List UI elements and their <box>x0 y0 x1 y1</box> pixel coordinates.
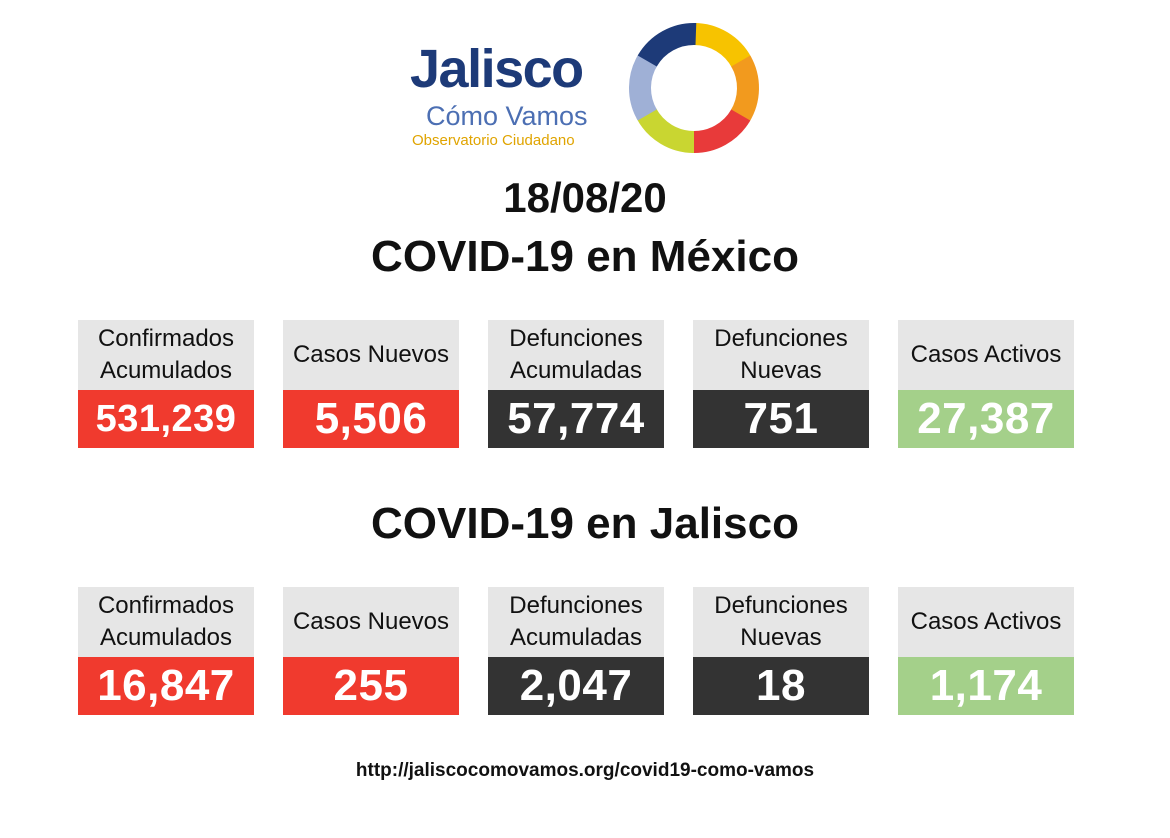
jalisco-como-vamos-logo: Jalisco Cómo Vamos Observatorio Ciudadan… <box>404 18 774 160</box>
logo-ring-segment <box>636 107 695 153</box>
mexico-confirmados-acumulados-card: Confirmados Acumulados 531,239 <box>78 320 254 448</box>
card-label-line: Casos Nuevos <box>292 608 450 635</box>
card-label-line: Defunciones <box>714 592 848 619</box>
jalisco-casos-nuevos-card: Casos Nuevos 255 <box>283 587 459 715</box>
card-label: Confirmados Acumulados <box>78 587 254 657</box>
card-label-line: Defunciones <box>509 592 643 619</box>
mexico-defunciones-acumuladas-card: Defunciones Acumuladas 57,774 <box>488 320 664 448</box>
card-label-line: Defunciones <box>509 325 643 352</box>
card-label: Casos Nuevos <box>283 587 459 657</box>
mexico-casos-nuevos-card: Casos Nuevos 5,506 <box>283 320 459 448</box>
footer-url-link[interactable]: http://jaliscocomovamos.org/covid19-como… <box>355 760 815 781</box>
card-label: Casos Nuevos <box>283 320 459 390</box>
report-date: 18/08/20 <box>503 174 667 221</box>
card-label-line: Acumulados <box>99 624 233 651</box>
card-label-line: Defunciones <box>714 325 848 352</box>
card-value: 18 <box>693 657 869 715</box>
mexico-stats-row: Confirmados Acumulados 531,239 Casos Nuev… <box>0 320 1170 448</box>
card-label: Defunciones Nuevas <box>693 320 869 390</box>
card-label: Confirmados Acumulados <box>78 320 254 390</box>
card-value: 16,847 <box>78 657 254 715</box>
card-label-line: Nuevas <box>740 624 822 651</box>
logo-ring-segment <box>629 53 658 121</box>
card-label: Casos Activos <box>898 320 1074 390</box>
card-label-line: Casos Activos <box>910 608 1062 635</box>
jalisco-casos-activos-card: Casos Activos 1,174 <box>898 587 1074 715</box>
card-label-line: Acumuladas <box>509 624 643 651</box>
logo-name: Jalisco <box>410 39 584 99</box>
card-value: 531,239 <box>78 390 254 448</box>
card-label-line: Acumulados <box>99 357 233 384</box>
logo-ring-segment <box>730 55 759 123</box>
mexico-defunciones-nuevas-card: Defunciones Nuevas 751 <box>693 320 869 448</box>
card-label: Defunciones Acumuladas <box>488 320 664 390</box>
card-label-line: Casos Activos <box>910 341 1062 368</box>
card-value: 255 <box>283 657 459 715</box>
logo-ring-segment <box>693 23 752 69</box>
card-label-line: Confirmados <box>97 592 235 619</box>
mexico-casos-activos-card: Casos Activos 27,387 <box>898 320 1074 448</box>
card-value: 57,774 <box>488 390 664 448</box>
card-label-line: Confirmados <box>97 325 235 352</box>
card-label-line: Acumuladas <box>509 357 643 384</box>
logo-ring-segment <box>637 23 697 67</box>
card-value: 27,387 <box>898 390 1074 448</box>
card-label-line: Nuevas <box>740 357 822 384</box>
jalisco-section-title: COVID-19 en Jalisco <box>371 499 799 548</box>
jalisco-defunciones-acumuladas-card: Defunciones Acumuladas 2,047 <box>488 587 664 715</box>
card-label: Casos Activos <box>898 587 1074 657</box>
card-value: 1,174 <box>898 657 1074 715</box>
jalisco-stats-row: Confirmados Acumulados 16,847 Casos Nuevo… <box>0 587 1170 715</box>
logo-subtitle: Cómo Vamos <box>426 101 588 131</box>
logo-ring-icon <box>629 23 759 153</box>
mexico-section-title: COVID-19 en México <box>371 232 799 281</box>
card-value: 5,506 <box>283 390 459 448</box>
card-label: Defunciones Nuevas <box>693 587 869 657</box>
logo-tagline: Observatorio Ciudadano <box>412 132 575 149</box>
card-label: Defunciones Acumuladas <box>488 587 664 657</box>
jalisco-defunciones-nuevas-card: Defunciones Nuevas 18 <box>693 587 869 715</box>
card-value: 751 <box>693 390 869 448</box>
jalisco-confirmados-acumulados-card: Confirmados Acumulados 16,847 <box>78 587 254 715</box>
card-label-line: Casos Nuevos <box>292 341 450 368</box>
card-value: 2,047 <box>488 657 664 715</box>
logo-ring-segment <box>691 109 751 153</box>
